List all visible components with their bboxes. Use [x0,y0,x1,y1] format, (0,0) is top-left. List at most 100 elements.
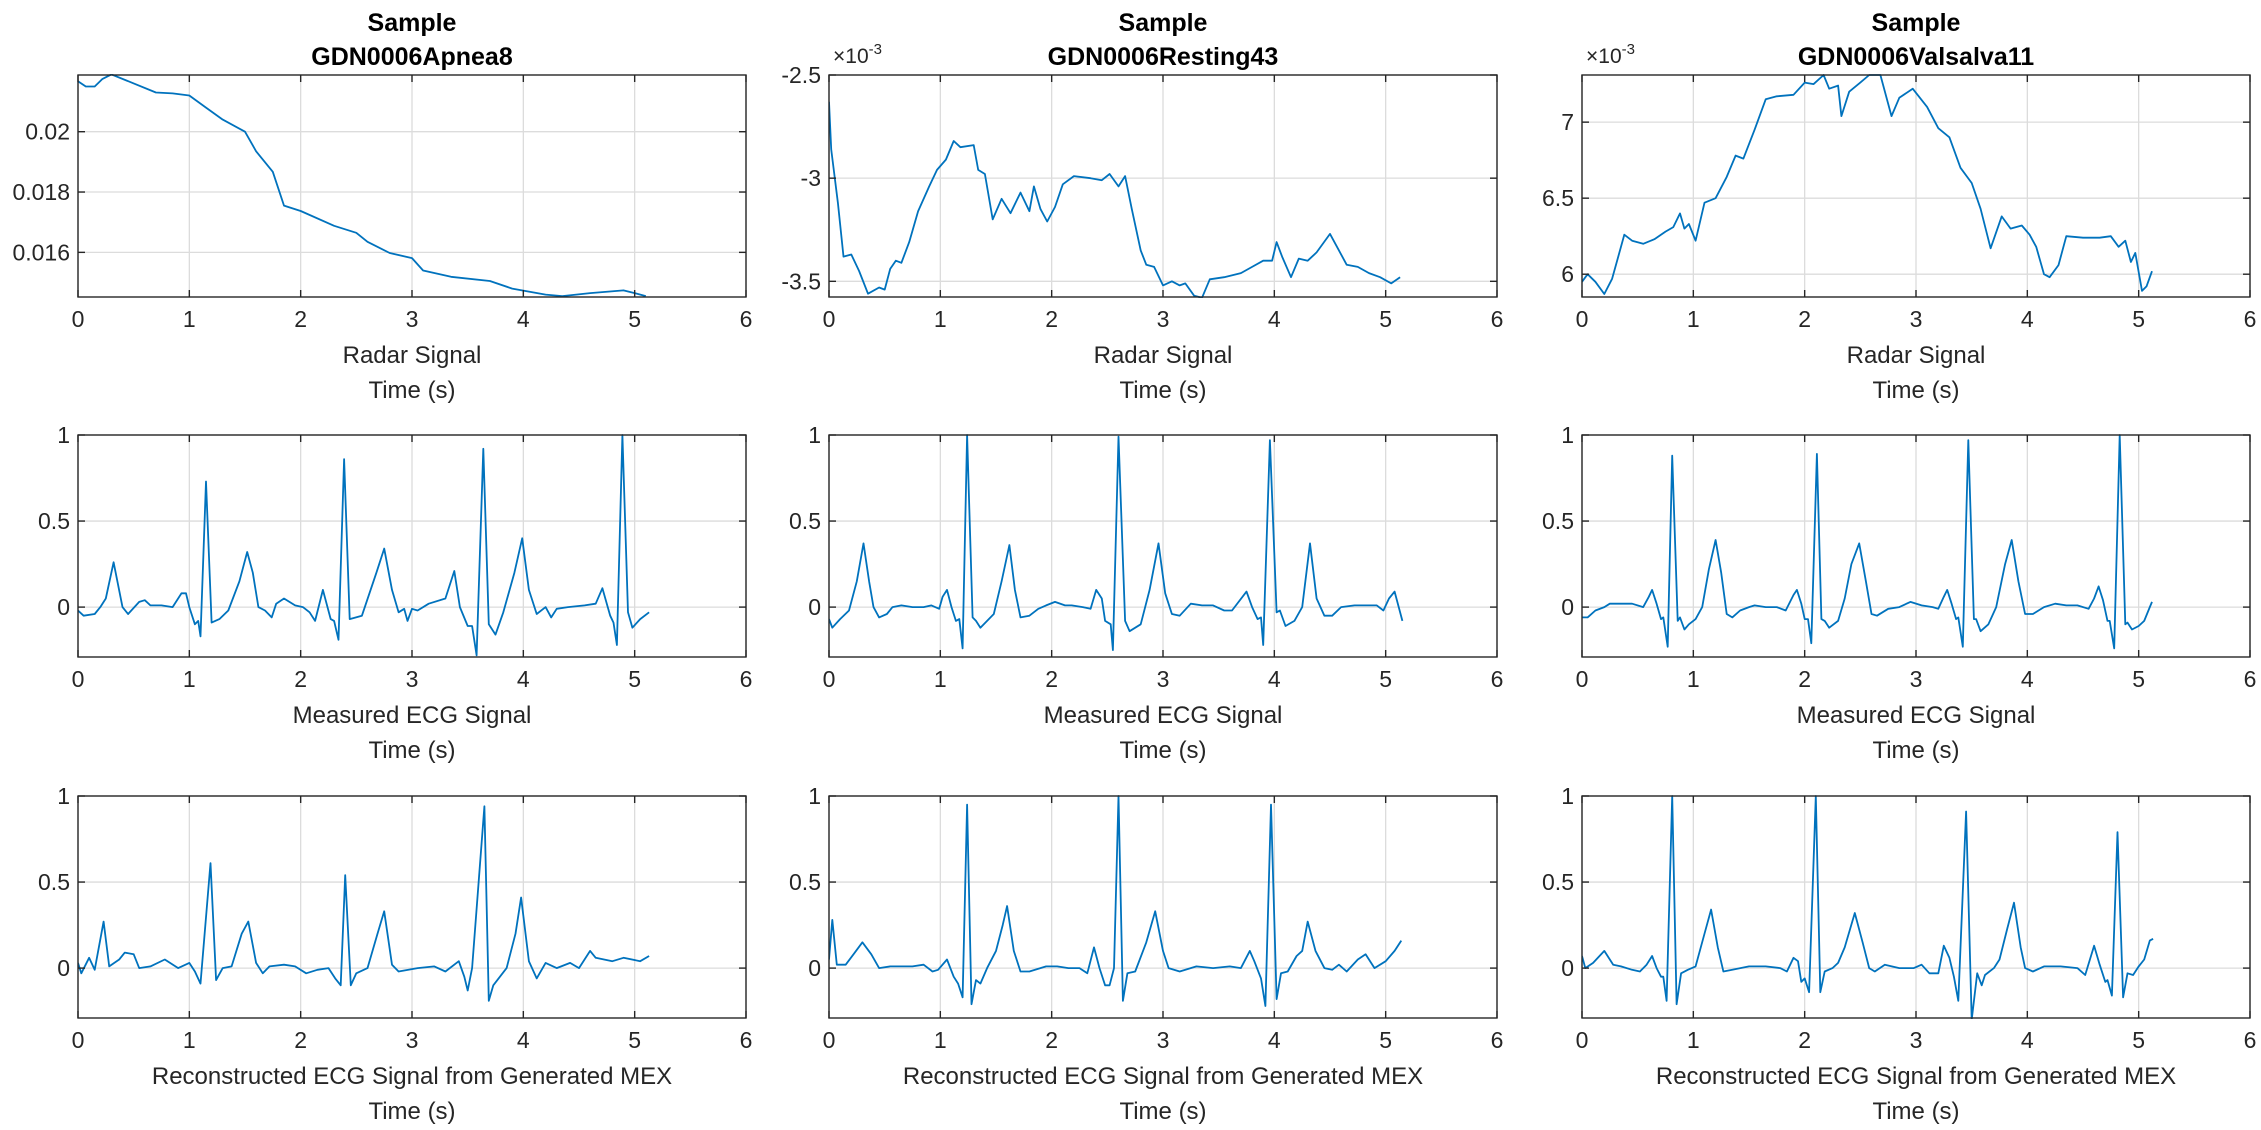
y-tick-label: 6.5 [1542,185,1574,211]
x-axis-label: Time (s) [368,737,455,764]
x-tick-label: 5 [2132,1027,2145,1053]
x-tick-label: 2 [294,666,307,692]
y-tick-label: 1 [1561,783,1574,809]
signal-line [78,434,650,657]
x-tick-label: 2 [1045,666,1058,692]
subplot-r2-c2: 0 1 2 3 4 5 6 0 0.5 1 Measured ECG Signal Time (s) [789,422,1503,764]
x-tick-label: 3 [1157,306,1170,332]
y-exponent-label: ×10-3 [833,41,882,68]
x-tick-label: 4 [517,1027,530,1053]
x-tick-label: 2 [294,1027,307,1053]
x-tick-label: 4 [517,666,530,692]
subplot-title: Sample [1872,9,1961,37]
x-tick-label: 5 [2132,666,2145,692]
x-axis-label: Time (s) [1872,737,1959,764]
subplot-r3-c3: 0 1 2 3 4 5 6 0 0.5 1 Reconstructed ECG Signal fro… [1542,783,2256,1125]
x-tick-label: 6 [740,1027,753,1053]
x-axis-label: Reconstructed ECG Signal from Generated … [903,1063,1423,1090]
subplot-title: Sample [368,9,457,37]
x-axis-label: Time (s) [1119,1098,1206,1125]
x-axis-label: Time (s) [1119,377,1206,404]
x-tick-label: 4 [1268,666,1281,692]
x-tick-label: 2 [1045,1027,1058,1053]
x-tick-label: 6 [2244,1027,2257,1053]
x-tick-label: 6 [740,666,753,692]
x-axis-label: Radar Signal [1847,342,1986,369]
x-tick-label: 4 [517,306,530,332]
x-tick-label: 1 [934,666,947,692]
signal-line [1582,795,2154,1019]
y-tick-label: 0 [808,594,821,620]
x-axis-label: Measured ECG Signal [1797,702,2036,729]
subplot-r2-c1: 0 1 2 3 4 5 6 0 0.5 1 Measured ECG Signal Time (s) [38,422,752,764]
x-tick-label: 2 [1798,1027,1811,1053]
signal-line [829,101,1401,298]
signal-line [78,805,650,1002]
x-tick-label: 5 [2132,306,2145,332]
y-tick-label: -2.5 [781,62,821,88]
x-tick-label: 2 [1045,306,1058,332]
x-axis-label: Measured ECG Signal [293,702,532,729]
y-exponent-label: ×10-3 [1586,41,1635,68]
x-tick-label: 0 [823,666,836,692]
x-axis-label: Reconstructed ECG Signal from Generated … [1656,1063,2176,1090]
x-tick-label: 6 [2244,666,2257,692]
subplot-r3-c1: 0 1 2 3 4 5 6 0 0.5 1 Reconstructed ECG Signal fro… [38,783,752,1125]
signal-line [829,434,1404,651]
y-tick-label: 1 [1561,422,1574,448]
x-axis-label: Measured ECG Signal [1044,702,1283,729]
x-tick-label: 3 [406,1027,419,1053]
x-tick-label: 1 [1687,306,1700,332]
x-tick-label: 4 [2021,306,2034,332]
exponent-power: -3 [869,41,882,58]
y-tick-label: 0.5 [38,508,70,534]
subplot-r3-c2: 0 1 2 3 4 5 6 0 0.5 1 Reconstructed ECG Signal fro… [789,783,1503,1125]
x-tick-label: 0 [823,1027,836,1053]
x-tick-label: 4 [1268,306,1281,332]
x-tick-label: 5 [1379,666,1392,692]
y-tick-label: 0.018 [12,179,70,205]
y-tick-label: 1 [57,422,70,448]
x-axis-label: Time (s) [368,377,455,404]
x-tick-label: 3 [406,306,419,332]
y-tick-label: 1 [57,783,70,809]
x-tick-label: 5 [628,306,641,332]
y-tick-label: 0.5 [789,508,821,534]
y-tick-label: 0 [808,955,821,981]
y-tick-label: -3 [801,165,821,191]
x-tick-label: 6 [2244,306,2257,332]
y-tick-label: 0.5 [1542,508,1574,534]
x-tick-label: 1 [1687,1027,1700,1053]
x-tick-label: 0 [1576,1027,1589,1053]
x-axis-label: Reconstructed ECG Signal from Generated … [152,1063,672,1090]
subplot-title: Sample [1119,9,1208,37]
subplot-title: GDN0006Valsalva11 [1798,43,2034,71]
subplot-title: GDN0006Resting43 [1048,43,1279,71]
x-tick-label: 5 [1379,1027,1392,1053]
subplot-title: GDN0006Apnea8 [311,43,513,71]
x-tick-label: 2 [1798,306,1811,332]
signal-line [1582,434,2153,650]
subplot-r1-c1: 0 1 2 3 4 5 6 0.016 0.018 0.02 Radar Signal Time (s… [12,9,752,404]
x-axis-label: Radar Signal [343,342,482,369]
signal-line [1582,74,2153,295]
x-tick-label: 5 [628,666,641,692]
x-axis-label: Radar Signal [1094,342,1233,369]
x-tick-label: 3 [1910,666,1923,692]
x-axis-label: Time (s) [1119,737,1206,764]
x-tick-label: 0 [72,1027,85,1053]
y-tick-label: 0 [57,594,70,620]
x-axis-label: Time (s) [1872,377,1959,404]
x-tick-label: 0 [1576,666,1589,692]
y-tick-label: 0 [1561,955,1574,981]
y-tick-label: 1 [808,783,821,809]
x-tick-label: 0 [1576,306,1589,332]
signal-line [829,795,1403,1007]
y-tick-label: 0 [57,955,70,981]
subplot-r1-c3: 0 1 2 3 4 5 6 6 6.5 7 ×10-3 Radar Signal Time (s) Sam… [1542,9,2256,404]
exponent-power: -3 [1622,41,1635,58]
x-tick-label: 2 [1798,666,1811,692]
signal-line [78,74,647,297]
y-tick-label: 0 [1561,594,1574,620]
